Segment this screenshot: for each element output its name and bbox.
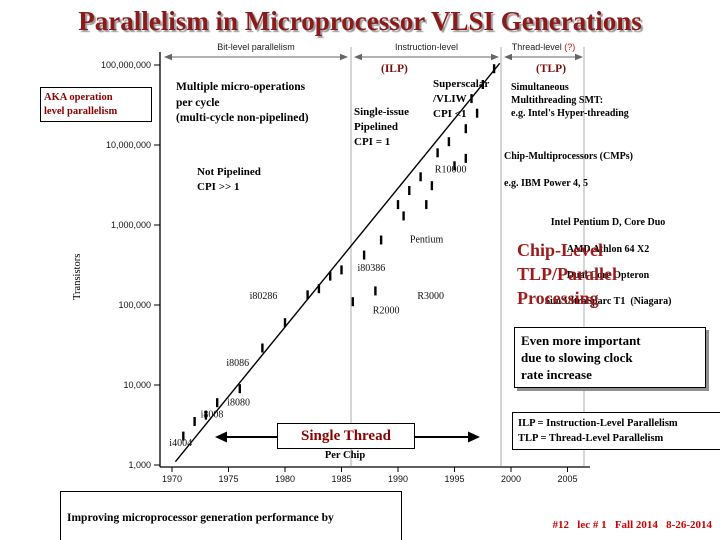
svg-text:2005: 2005 [557, 474, 577, 484]
cmp-example: AMD Athlon 64 X2 [566, 243, 650, 255]
not-pipelined-note: Not Pipelined CPI >> 1 [197, 166, 261, 193]
y-axis-label: Transistors [72, 253, 83, 300]
svg-text:1970: 1970 [162, 474, 182, 484]
svg-text:100,000: 100,000 [118, 300, 151, 310]
svg-text:Instruction-level: Instruction-level [395, 42, 458, 52]
bottom-summary-box: Improving microprocessor generation perf… [60, 491, 402, 540]
chip-multiprocessors-note: Chip-Multiprocessors (CMPs) e.g. IBM Pow… [504, 137, 712, 335]
svg-text:1,000,000: 1,000,000 [111, 220, 151, 230]
svg-text:2000: 2000 [501, 474, 521, 484]
svg-text:R3000: R3000 [417, 291, 444, 302]
svg-text:100,000,000: 100,000,000 [101, 60, 151, 70]
svg-text:1985: 1985 [331, 474, 351, 484]
tlp-label: (TLP) [536, 63, 567, 75]
svg-text:1995: 1995 [444, 474, 464, 484]
ilp-tlp-definitions-box: ILP = Instruction-Level Parallelism TLP … [512, 412, 720, 451]
ilp-label: (ILP) [381, 63, 408, 75]
svg-text:10,000,000: 10,000,000 [106, 140, 151, 150]
multi-micro-operations-note: Multiple micro-operations per cycle (mul… [176, 81, 309, 125]
cmp-subtitle: e.g. IBM Power 4, 5 [504, 177, 588, 189]
single-thread-box: Single Thread [277, 423, 415, 449]
even-more-important-box: Even more important due to slowing clock… [514, 327, 706, 388]
cmp-title: Chip-Multiprocessors (CMPs) [504, 151, 633, 163]
cmp-example: Sun UltraSparc T1 (Niagara) [544, 296, 672, 308]
svg-text:i8080: i8080 [227, 398, 250, 409]
smt-note: Simultaneous Multithreading SMT: e.g. In… [511, 82, 629, 119]
svg-text:i80286: i80286 [250, 291, 278, 302]
single-issue-pipelined-note: Single-issue Pipelined CPI = 1 [354, 106, 410, 148]
svg-text:i4004: i4004 [169, 438, 192, 449]
cmp-example-list: Intel Pentium D, Core Duo AMD Athlon 64 … [504, 203, 712, 322]
chip-level-tlp-heading: Chip-Level TLP/Parallel Processing [517, 240, 617, 308]
svg-text:i80386: i80386 [358, 263, 386, 274]
svg-text:R10000: R10000 [435, 164, 467, 175]
svg-text:Pentium: Pentium [410, 235, 444, 246]
slide-footer: #12 lec # 1 Fall 2014 8-26-2014 [552, 519, 712, 531]
superscalar-vliw-note: Superscalar /VLIW CPI <1 [433, 78, 490, 120]
cmp-example: Intel Pentium D, Core Duo [550, 217, 666, 229]
svg-text:Bit-level parallelism: Bit-level parallelism [217, 42, 295, 52]
svg-text:1990: 1990 [388, 474, 408, 484]
svg-text:1980: 1980 [275, 474, 295, 484]
svg-text:1975: 1975 [218, 474, 238, 484]
cmp-example: Dual Core Opteron [566, 269, 650, 281]
svg-text:R2000: R2000 [373, 306, 400, 317]
svg-text:1,000: 1,000 [128, 460, 151, 470]
bottom-summary-line1: Improving microprocessor generation perf… [67, 511, 334, 524]
aka-operation-level-box: AKA operation level parallelism [40, 87, 152, 123]
svg-text:Thread-level (?): Thread-level (?) [512, 42, 576, 52]
svg-text:i8086: i8086 [226, 358, 249, 369]
svg-text:10,000: 10,000 [123, 380, 151, 390]
slide-title: Parallelism in Microprocessor VLSI Gener… [78, 6, 642, 36]
svg-text:i8008: i8008 [201, 410, 224, 421]
per-chip-label: Per Chip [324, 450, 366, 461]
